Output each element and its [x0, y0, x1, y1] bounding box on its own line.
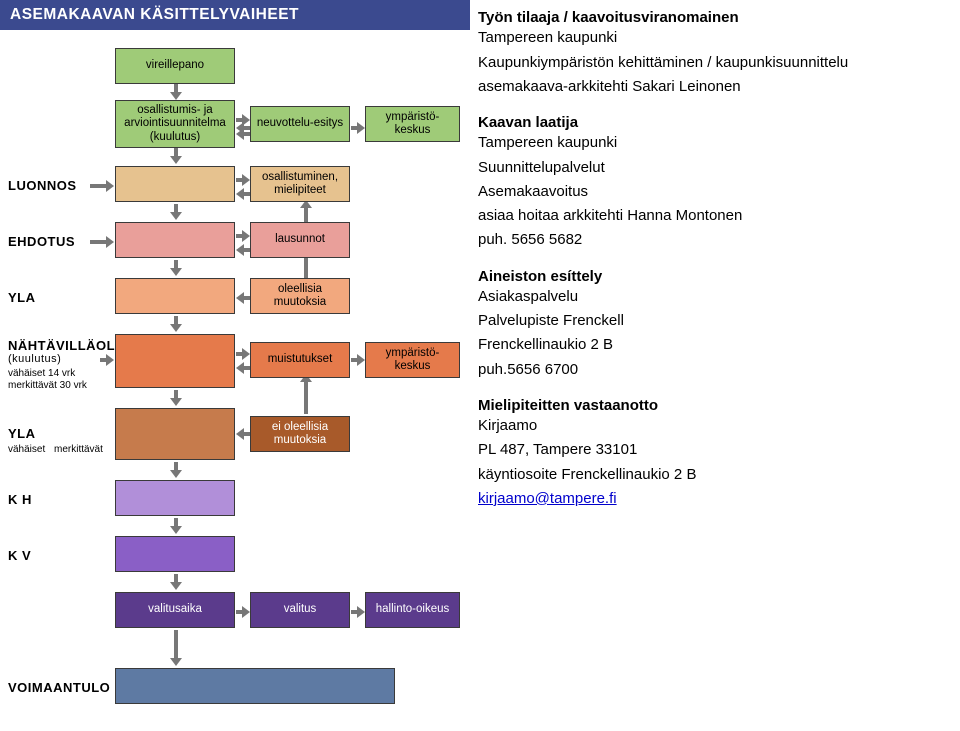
- text: Asiakaspalvelu: [478, 287, 954, 307]
- box-yla2: [115, 408, 235, 460]
- rowlabel-kv: K V: [8, 548, 31, 563]
- box-muistutukset: muistutukset: [250, 342, 350, 378]
- label: oleellisia muutoksia: [256, 283, 344, 309]
- box-ymparistokeskus-1: ympäristö-keskus: [365, 106, 460, 142]
- rowlabel-nahtavillaolo-sub: (kuulutus): [8, 353, 61, 365]
- footnote-merkittavat30: merkittävät 30 vrk: [8, 380, 87, 391]
- text: Palvelupiste Frenckell: [478, 311, 954, 331]
- text: käyntiosoite Frenckellinaukio 2 B: [478, 465, 954, 485]
- label: neuvottelu-esitys: [256, 117, 344, 130]
- label: vireillepano: [121, 59, 229, 72]
- text: PL 487, Tampere 33101: [478, 440, 954, 460]
- label: valitus: [256, 603, 344, 616]
- text: Tampereen kaupunki: [478, 133, 954, 153]
- rowlabel-nahtavillaolo: NÄHTÄVILLÄOLO: [8, 338, 126, 353]
- rowlabel-luonnos: LUONNOS: [8, 178, 77, 193]
- label: osallistuminen, mielipiteet: [256, 171, 344, 197]
- box-oleellisia-muutoksia: oleellisia muutoksia: [250, 278, 350, 314]
- text: asemakaava-arkkitehti Sakari Leinonen: [478, 77, 954, 97]
- box-valitusaika: valitusaika: [115, 592, 235, 628]
- rowlabel-yla2: YLA: [8, 426, 36, 441]
- box-lausunnot: lausunnot: [250, 222, 350, 258]
- section-mielipiteet: Mielipiteitten vastaanotto Kirjaamo PL 4…: [478, 396, 954, 509]
- heading-aineisto: Aineiston esíttely: [478, 267, 954, 287]
- box-ymparistokeskus-2: ympäristö-keskus: [365, 342, 460, 378]
- label: lausunnot: [256, 233, 344, 246]
- label: hallinto-oikeus: [371, 603, 454, 616]
- text: asiaa hoitaa arkkitehti Hanna Montonen: [478, 206, 954, 226]
- box-neuvottelu: neuvottelu-esitys: [250, 106, 350, 142]
- label: ympäristö-keskus: [371, 111, 454, 137]
- label: valitusaika: [121, 603, 229, 616]
- heading-mielipiteet: Mielipiteitten vastaanotto: [478, 396, 954, 416]
- box-kv: [115, 536, 235, 572]
- label: ympäristö-keskus: [371, 347, 454, 373]
- box-valitus: valitus: [250, 592, 350, 628]
- text: Frenckellinaukio 2 B: [478, 335, 954, 355]
- text: Kirjaamo: [478, 416, 954, 436]
- box-ei-oleellisia: ei oleellisia muutoksia: [250, 416, 350, 452]
- label: muistutukset: [256, 353, 344, 366]
- box-vireillepano: vireillepano: [115, 48, 235, 84]
- label: ei oleellisia muutoksia: [256, 421, 344, 447]
- right-panel: Työn tilaaja / kaavoitusviranomainen Tam…: [470, 0, 960, 730]
- heading-tilaaja: Työn tilaaja / kaavoitusviranomainen: [478, 8, 954, 28]
- rowlabel-ehdotus: EHDOTUS: [8, 234, 75, 249]
- rowlabel-yla1: YLA: [8, 290, 36, 305]
- header-bar: ASEMAKAAVAN KÄSITTELYVAIHEET: [0, 0, 470, 30]
- section-laatija: Kaavan laatija Tampereen kaupunki Suunni…: [478, 113, 954, 251]
- footnote-vahaiset: vähäiset: [8, 444, 45, 455]
- heading-laatija: Kaavan laatija: [478, 113, 954, 133]
- section-aineisto: Aineiston esíttely Asiakaspalvelu Palvel…: [478, 267, 954, 380]
- box-yla1: [115, 278, 235, 314]
- box-luonnos: [115, 166, 235, 202]
- text: puh. 5656 5682: [478, 230, 954, 250]
- text: Kaupunkiympäristön kehittäminen / kaupun…: [478, 53, 954, 73]
- section-tilaaja: Työn tilaaja / kaavoitusviranomainen Tam…: [478, 8, 954, 97]
- box-hallinto-oikeus: hallinto-oikeus: [365, 592, 460, 628]
- label: osallistumis- ja arviointisuunnitelma (k…: [121, 104, 229, 144]
- box-osallistuminen: osallistuminen, mielipiteet: [250, 166, 350, 202]
- rowlabel-kh: K H: [8, 492, 32, 507]
- text: Asemakaavoitus: [478, 182, 954, 202]
- box-voimaantulo: [115, 668, 395, 704]
- box-kh: [115, 480, 235, 516]
- box-nahtavillaolo: [115, 334, 235, 388]
- footnote-merkittavat: merkittävät: [54, 444, 103, 455]
- text: Tampereen kaupunki: [478, 28, 954, 48]
- box-ehdotus: [115, 222, 235, 258]
- email-link[interactable]: kirjaamo@tampere.fi: [478, 490, 617, 507]
- text: Suunnittelupalvelut: [478, 158, 954, 178]
- footnote-vahaiset14: vähäiset 14 vrk: [8, 368, 75, 379]
- text: puh.5656 6700: [478, 360, 954, 380]
- flowchart: vireillepano osallistumis- ja arviointis…: [0, 30, 470, 730]
- box-oas: osallistumis- ja arviointisuunnitelma (k…: [115, 100, 235, 148]
